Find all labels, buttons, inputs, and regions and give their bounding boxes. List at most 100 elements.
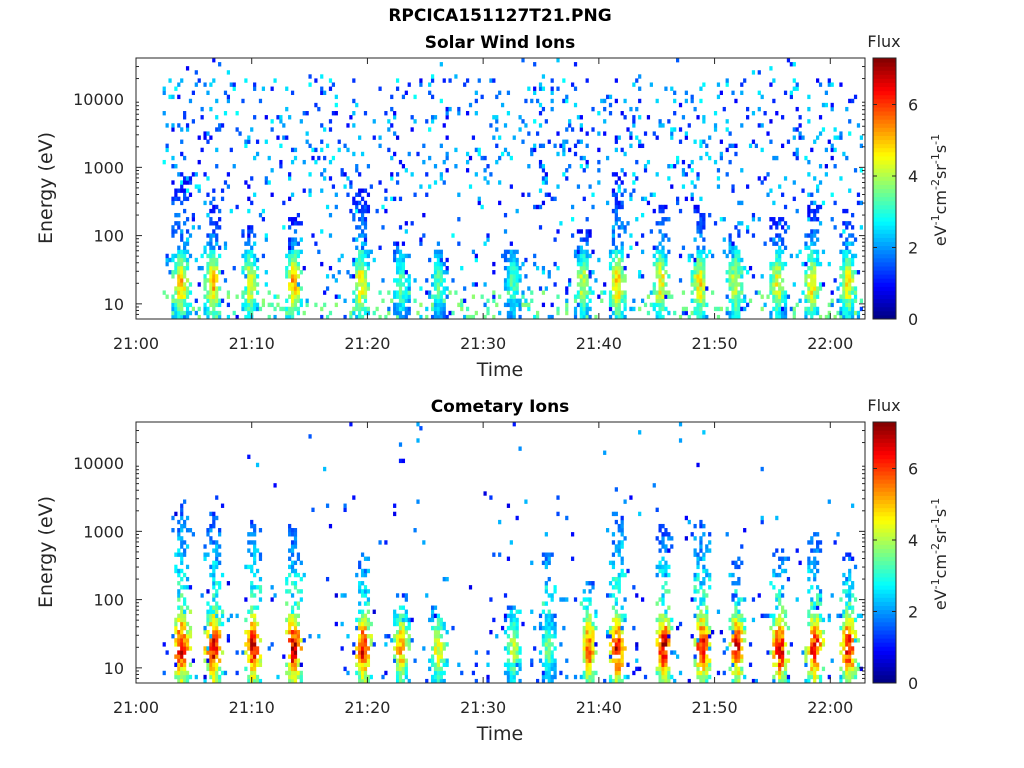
spectrogram-cell bbox=[282, 123, 286, 128]
x-tick-label: 21:20 bbox=[344, 334, 390, 353]
spectrogram-cell bbox=[439, 261, 443, 267]
spectrogram-cell bbox=[518, 314, 522, 320]
spectrogram-cell bbox=[605, 593, 610, 598]
spectrogram-cell bbox=[206, 253, 210, 259]
spectrogram-cell bbox=[728, 261, 732, 267]
spectrogram-cell bbox=[465, 78, 470, 83]
spectrogram-cell bbox=[781, 314, 785, 320]
spectrogram-cell bbox=[585, 302, 589, 308]
spectrogram-cell bbox=[503, 282, 508, 287]
spectrogram-cell bbox=[699, 257, 703, 263]
spectrogram-cell bbox=[678, 139, 683, 144]
spectrogram-cell bbox=[556, 151, 560, 157]
spectrogram-cell bbox=[725, 119, 729, 124]
spectrogram-cell bbox=[215, 233, 219, 238]
spectrogram-cell bbox=[436, 306, 441, 312]
spectrogram-cell bbox=[652, 306, 656, 312]
spectrogram-cell bbox=[623, 172, 627, 177]
spectrogram-cell bbox=[775, 225, 779, 230]
spectrogram-cell bbox=[673, 310, 677, 316]
spectrogram-cell bbox=[203, 629, 207, 635]
spectrogram-cell bbox=[393, 241, 397, 246]
spectrogram-cell bbox=[320, 261, 324, 267]
spectrogram-cell bbox=[781, 629, 785, 635]
spectrogram-cell bbox=[535, 204, 540, 210]
spectrogram-cell bbox=[226, 184, 231, 189]
spectrogram-cell bbox=[781, 286, 785, 291]
spectrogram-cell bbox=[293, 229, 298, 234]
spectrogram-cell bbox=[506, 274, 511, 279]
spectrogram-cell bbox=[582, 310, 586, 316]
spectrogram-cell bbox=[737, 642, 741, 647]
spectrogram-cell bbox=[398, 674, 403, 680]
spectrogram-cell bbox=[183, 302, 187, 308]
spectrogram-cell bbox=[851, 314, 855, 320]
spectrogram-cell bbox=[454, 147, 458, 153]
spectrogram-cell bbox=[174, 654, 178, 659]
spectrogram-cell bbox=[737, 617, 741, 623]
spectrogram-cell bbox=[731, 184, 735, 189]
spectrogram-cell bbox=[264, 115, 268, 120]
spectrogram-cell bbox=[442, 642, 446, 647]
spectrogram-cell bbox=[576, 257, 581, 263]
spectrogram-cell bbox=[734, 261, 738, 267]
x-axis-label: Time bbox=[476, 359, 524, 381]
spectrogram-cell bbox=[474, 678, 478, 684]
spectrogram-cell bbox=[629, 135, 633, 140]
spectrogram-cell bbox=[842, 151, 846, 157]
spectrogram-cell bbox=[288, 274, 292, 279]
spectrogram-cell bbox=[821, 617, 826, 623]
spectrogram-cell bbox=[360, 249, 365, 255]
spectrogram-cell bbox=[620, 168, 624, 173]
spectrogram-cell bbox=[191, 212, 195, 218]
colorbar-segment bbox=[873, 548, 896, 553]
spectrogram-cell bbox=[530, 662, 534, 667]
spectrogram-cell bbox=[258, 658, 263, 663]
spectrogram-cell bbox=[506, 270, 511, 275]
spectrogram-cell bbox=[290, 286, 295, 291]
spectrogram-cell bbox=[813, 646, 817, 651]
spectrogram-cell bbox=[506, 111, 511, 116]
colorbar-segment bbox=[873, 123, 896, 128]
spectrogram-cell bbox=[293, 253, 298, 259]
spectrogram-cell bbox=[693, 237, 697, 242]
spectrogram-cell bbox=[676, 196, 680, 202]
spectrogram-cell bbox=[623, 613, 627, 619]
spectrogram-cell bbox=[576, 253, 581, 259]
spectrogram-cell bbox=[573, 306, 578, 312]
spectrogram-cell bbox=[699, 536, 703, 541]
spectrogram-cell bbox=[667, 621, 671, 627]
spectrogram-cell bbox=[255, 257, 260, 263]
spectrogram-cell bbox=[737, 270, 741, 275]
spectrogram-cell bbox=[737, 564, 741, 570]
spectrogram-cell bbox=[696, 221, 700, 226]
spectrogram-cell bbox=[655, 601, 659, 606]
spectrogram-cell bbox=[783, 221, 788, 226]
spectrogram-cell bbox=[781, 593, 785, 598]
spectrogram-cell bbox=[512, 261, 516, 267]
spectrogram-cell bbox=[547, 314, 551, 320]
spectrogram-cell bbox=[743, 78, 747, 83]
spectrogram-cell bbox=[509, 261, 513, 267]
spectrogram-cell bbox=[816, 601, 820, 606]
spectrogram-cell bbox=[209, 617, 213, 623]
spectrogram-cell bbox=[775, 310, 779, 316]
spectrogram-cell bbox=[250, 249, 254, 255]
spectrogram-cell bbox=[183, 294, 187, 299]
spectrogram-cell bbox=[786, 225, 791, 230]
spectrogram-cell bbox=[177, 265, 181, 271]
spectrogram-cell bbox=[495, 115, 499, 120]
spectrogram-cell bbox=[288, 257, 292, 263]
spectrogram-cell bbox=[360, 253, 365, 259]
spectrogram-cell bbox=[655, 298, 659, 303]
spectrogram-cell bbox=[778, 646, 782, 651]
spectrogram-cell bbox=[623, 225, 627, 230]
spectrogram-cell bbox=[565, 298, 569, 303]
spectrogram-cell bbox=[737, 233, 741, 238]
spectrogram-cell bbox=[535, 265, 540, 271]
spectrogram-cell bbox=[740, 290, 744, 295]
spectrogram-cell bbox=[430, 94, 435, 100]
spectrogram-cell bbox=[836, 532, 840, 537]
spectrogram-cell bbox=[299, 298, 303, 303]
spectrogram-cell bbox=[509, 625, 513, 631]
